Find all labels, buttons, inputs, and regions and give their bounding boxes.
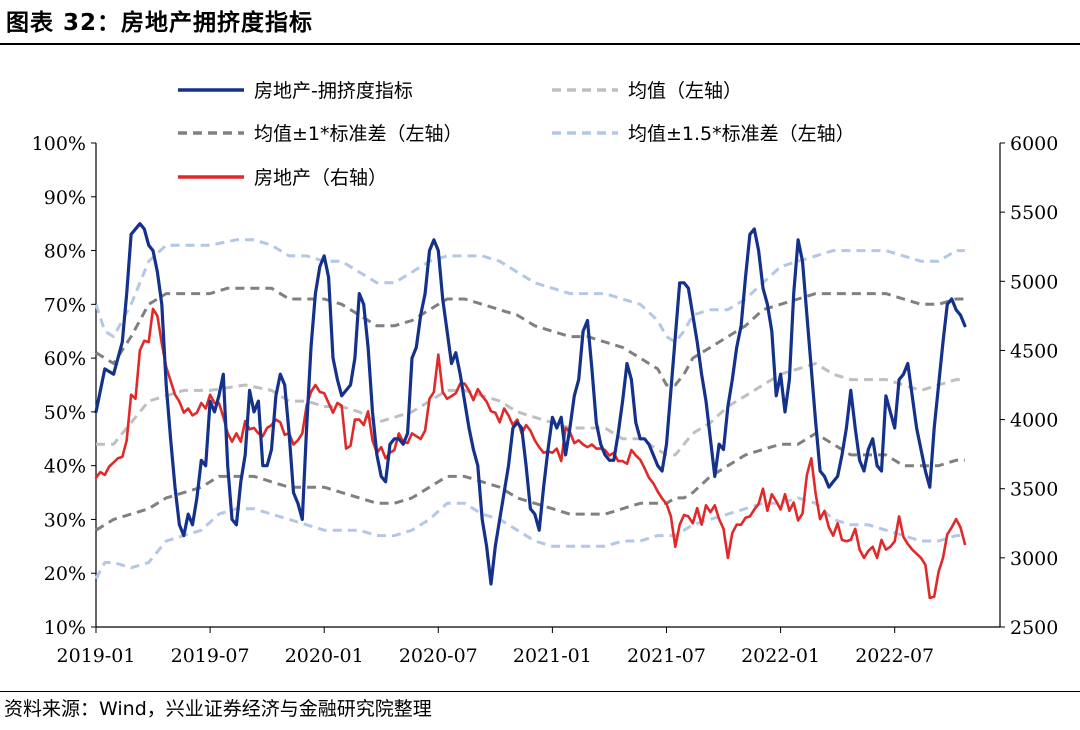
left-axis: 10% 20% 30% 40% 50% 60% 70% 80% 90% 100% bbox=[32, 133, 96, 639]
series-line-4 bbox=[94, 238, 965, 344]
x-tick-label: 2021-07 bbox=[627, 645, 706, 667]
left-tick-label: 60% bbox=[44, 348, 86, 370]
series-line-6 bbox=[94, 307, 967, 600]
left-tick-label: 30% bbox=[44, 509, 86, 531]
legend-label-realestate: 房地产（右轴） bbox=[254, 167, 387, 189]
chart-area: 10% 20% 30% 40% 50% 60% 70% 80% 90% 100% 2500 3000… bbox=[32, 80, 1059, 667]
x-tick-label: 2020-01 bbox=[285, 645, 364, 667]
right-tick-label: 5500 bbox=[1010, 202, 1058, 224]
x-tick-label: 2019-07 bbox=[171, 645, 250, 667]
left-tick-label: 40% bbox=[44, 456, 86, 478]
left-tick-label: 20% bbox=[44, 563, 86, 585]
legend: 房地产-拥挤度指标 均值（左轴） 均值±1*标准差（左轴） 均值±1.5*标准差（左轴… bbox=[178, 80, 855, 189]
right-tick-label: 6000 bbox=[1010, 133, 1058, 155]
plot-frame bbox=[95, 143, 1001, 628]
left-tick-label: 10% bbox=[44, 617, 86, 639]
x-axis: 2019-01 2019-07 2020-01 2020-07 2021-01 2021-… bbox=[57, 627, 934, 667]
legend-label-crowding: 房地产-拥挤度指标 bbox=[254, 80, 413, 102]
left-tick-label: 70% bbox=[44, 294, 86, 316]
x-tick-label: 2019-01 bbox=[57, 645, 136, 667]
series-line-2 bbox=[95, 286, 965, 387]
left-tick-label: 90% bbox=[44, 187, 86, 209]
legend-label-band15: 均值±1.5*标准差（左轴） bbox=[628, 123, 855, 145]
title-rule bbox=[0, 43, 1080, 45]
x-tick-label: 2021-01 bbox=[513, 645, 592, 667]
right-tick-label: 3000 bbox=[1010, 548, 1058, 570]
series-group bbox=[94, 222, 967, 600]
left-tick-label: 80% bbox=[44, 241, 86, 263]
right-axis: 2500 3000 3500 4000 4500 5000 5500 6000 bbox=[1000, 133, 1058, 639]
figure-title: 图表 32：房地产拥挤度指标 bbox=[6, 10, 314, 36]
legend-label-band1: 均值±1*标准差（左轴） bbox=[254, 123, 463, 145]
left-tick-label: 100% bbox=[32, 133, 86, 155]
source-rule bbox=[0, 691, 1080, 692]
x-tick-label: 2020-07 bbox=[399, 645, 478, 667]
right-tick-label: 5000 bbox=[1010, 271, 1058, 293]
right-tick-label: 2500 bbox=[1010, 617, 1058, 639]
x-tick-label: 2022-07 bbox=[855, 645, 934, 667]
series-line-1 bbox=[96, 362, 965, 457]
right-tick-label: 4000 bbox=[1010, 410, 1058, 432]
source-note: 资料来源：Wind，兴业证券经济与金融研究院整理 bbox=[4, 698, 432, 720]
series-line-3 bbox=[95, 431, 965, 532]
right-tick-label: 4500 bbox=[1010, 340, 1058, 362]
right-tick-label: 3500 bbox=[1010, 479, 1058, 501]
left-tick-label: 50% bbox=[44, 402, 86, 424]
series-line-0 bbox=[94, 222, 967, 586]
legend-label-mean: 均值（左轴） bbox=[628, 80, 742, 102]
x-tick-label: 2022-01 bbox=[741, 645, 820, 667]
